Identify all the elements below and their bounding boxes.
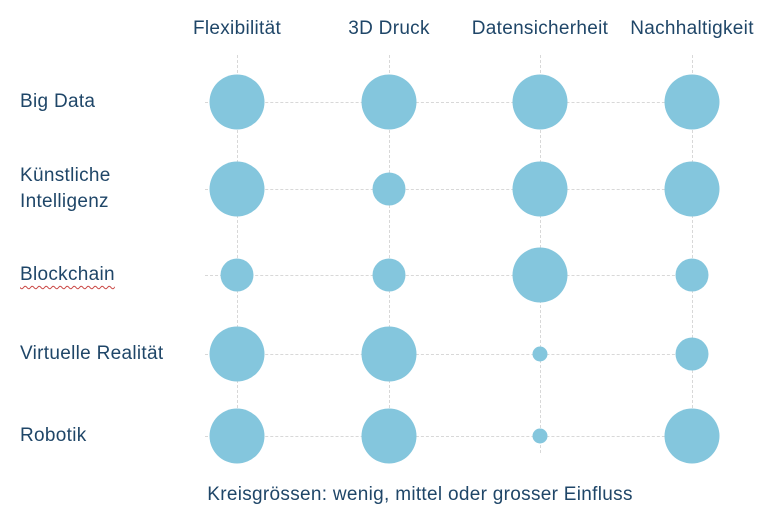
grid-vline-3d-druck — [389, 55, 390, 453]
row-label-text: Virtuelle Realität — [20, 342, 164, 364]
bubble-big-data-nachhaltigkeit — [664, 74, 720, 130]
row-label-text: Robotik — [20, 424, 87, 446]
column-header-nachhaltigkeit: Nachhaltigkeit — [630, 18, 754, 39]
row-label-k-nstliche-intelligenz: Künstliche Intelligenz — [20, 163, 205, 215]
chart-caption: Kreisgrössen: wenig, mittel oder grosser… — [207, 484, 633, 505]
row-label-robotik: Robotik — [20, 423, 205, 449]
grid-vline-nachhaltigkeit — [692, 55, 693, 453]
row-label-text: Künstliche Intelligenz — [20, 164, 111, 212]
bubble-k-nstliche-intelligenz-datensicherheit — [512, 161, 568, 217]
bubble-virtuelle-realit-t-datensicherheit — [532, 346, 548, 362]
row-label-big-data: Big Data — [20, 89, 205, 115]
grid-hline-blockchain — [205, 275, 695, 276]
column-header-flexibilit-t: Flexibilität — [192, 18, 282, 39]
bubble-blockchain-flexibilit-t — [220, 258, 254, 292]
row-label-virtuelle-realit-t: Virtuelle Realität — [20, 341, 205, 367]
bubble-big-data-flexibilit-t — [209, 74, 265, 130]
bubble-robotik-flexibilit-t — [209, 408, 265, 464]
bubble-robotik-datensicherheit — [532, 428, 548, 444]
bubble-virtuelle-realit-t-nachhaltigkeit — [675, 337, 709, 371]
grid-hline-k-nstliche-intelligenz — [205, 189, 695, 190]
row-label-blockchain: Blockchain — [20, 262, 205, 288]
bubble-robotik-3d-druck — [361, 408, 417, 464]
bubble-k-nstliche-intelligenz-flexibilit-t — [209, 161, 265, 217]
bubble-robotik-nachhaltigkeit — [664, 408, 720, 464]
column-header-datensicherheit: Datensicherheit — [471, 18, 609, 39]
grid-hline-virtuelle-realit-t — [205, 354, 695, 355]
row-label-text: Blockchain — [20, 263, 115, 285]
bubble-virtuelle-realit-t-3d-druck — [361, 326, 417, 382]
bubble-blockchain-datensicherheit — [512, 247, 568, 303]
bubble-big-data-3d-druck — [361, 74, 417, 130]
column-header-3d-druck: 3D Druck — [348, 18, 430, 39]
grid-hline-robotik — [205, 436, 695, 437]
bubble-virtuelle-realit-t-flexibilit-t — [209, 326, 265, 382]
bubble-blockchain-nachhaltigkeit — [675, 258, 709, 292]
bubble-k-nstliche-intelligenz-3d-druck — [372, 172, 406, 206]
grid-vline-flexibilit-t — [237, 55, 238, 453]
bubble-big-data-datensicherheit — [512, 74, 568, 130]
grid-hline-big-data — [205, 102, 695, 103]
bubble-blockchain-3d-druck — [372, 258, 406, 292]
bubble-k-nstliche-intelligenz-nachhaltigkeit — [664, 161, 720, 217]
row-label-text: Big Data — [20, 90, 96, 112]
